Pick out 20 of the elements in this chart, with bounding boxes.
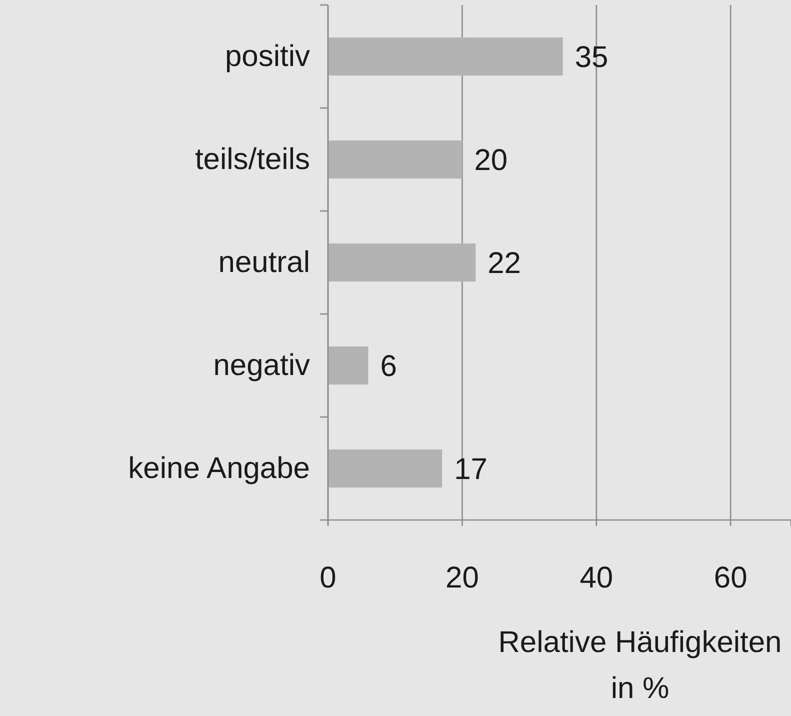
data-label: 20 (474, 144, 508, 177)
data-label: 17 (454, 453, 488, 486)
bar (328, 346, 368, 385)
x-tick-label: 0 (320, 561, 336, 594)
bar (328, 449, 442, 488)
data-label: 6 (380, 350, 397, 383)
data-label: 22 (488, 247, 521, 280)
bar (328, 243, 476, 282)
y-tick-label: neutral (218, 246, 310, 280)
x-tick-label: 60 (714, 561, 748, 594)
y-tick-label: keine Angabe (128, 452, 310, 486)
bar (328, 140, 462, 179)
x-tick-label: 20 (446, 561, 479, 594)
y-tick-label: teils/teils (194, 143, 310, 176)
x-tick-label: 40 (580, 561, 614, 594)
data-label: 35 (574, 41, 608, 74)
y-tick-label: positiv (224, 40, 310, 74)
y-tick-label: negativ (213, 349, 310, 382)
x-axis-title: Relative Häufigkeiten in % (498, 626, 782, 705)
bar (328, 37, 563, 76)
